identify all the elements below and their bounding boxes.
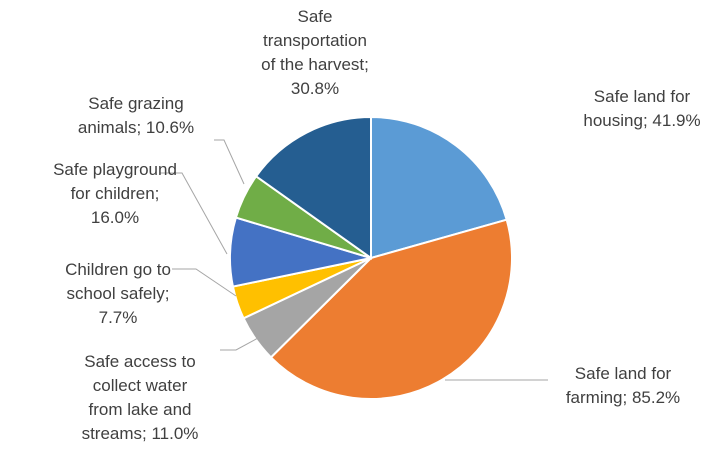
pie-slice: [269, 218, 513, 400]
pie-slice: [254, 115, 372, 260]
category-label: Safe transportation of the harvest;: [261, 7, 369, 74]
value-label: 30.8%: [290, 79, 340, 98]
leader-line: [220, 337, 259, 351]
value-label: 16.0%: [90, 208, 140, 227]
leader-line: [172, 268, 237, 297]
category-label: Safe land for housing;: [583, 87, 691, 130]
category-label: Safe grazing animals;: [77, 94, 184, 137]
value-label: 10.6%: [145, 118, 195, 137]
category-label: Safe playground for children;: [53, 160, 177, 203]
value-label: 11.0%: [151, 424, 199, 443]
data-label: Safe land for housing; 41.9%: [572, 85, 711, 133]
data-label: Safe land for farming; 85.2%: [553, 362, 693, 410]
leader-line: [160, 172, 228, 255]
value-label: 41.9%: [652, 111, 701, 130]
data-label: Children go to school safely; 7.7%: [55, 258, 181, 330]
data-label: Safe grazing animals; 10.6%: [66, 92, 206, 140]
value-label: 7.7%: [98, 308, 138, 327]
category-label: Children go to school safely;: [65, 260, 171, 303]
data-label: Safe transportation of the harvest; 30.8…: [255, 5, 375, 101]
pie-slice: [370, 115, 508, 260]
value-label: 85.2%: [631, 388, 681, 407]
category-label: Safe land for farming;: [565, 364, 672, 407]
data-label: Safe playground for children; 16.0%: [52, 158, 178, 230]
leader-line: [214, 139, 245, 185]
category-label: Safe access to collect water from lake a…: [81, 352, 196, 443]
data-label: Safe access to collect water from lake a…: [77, 350, 203, 446]
